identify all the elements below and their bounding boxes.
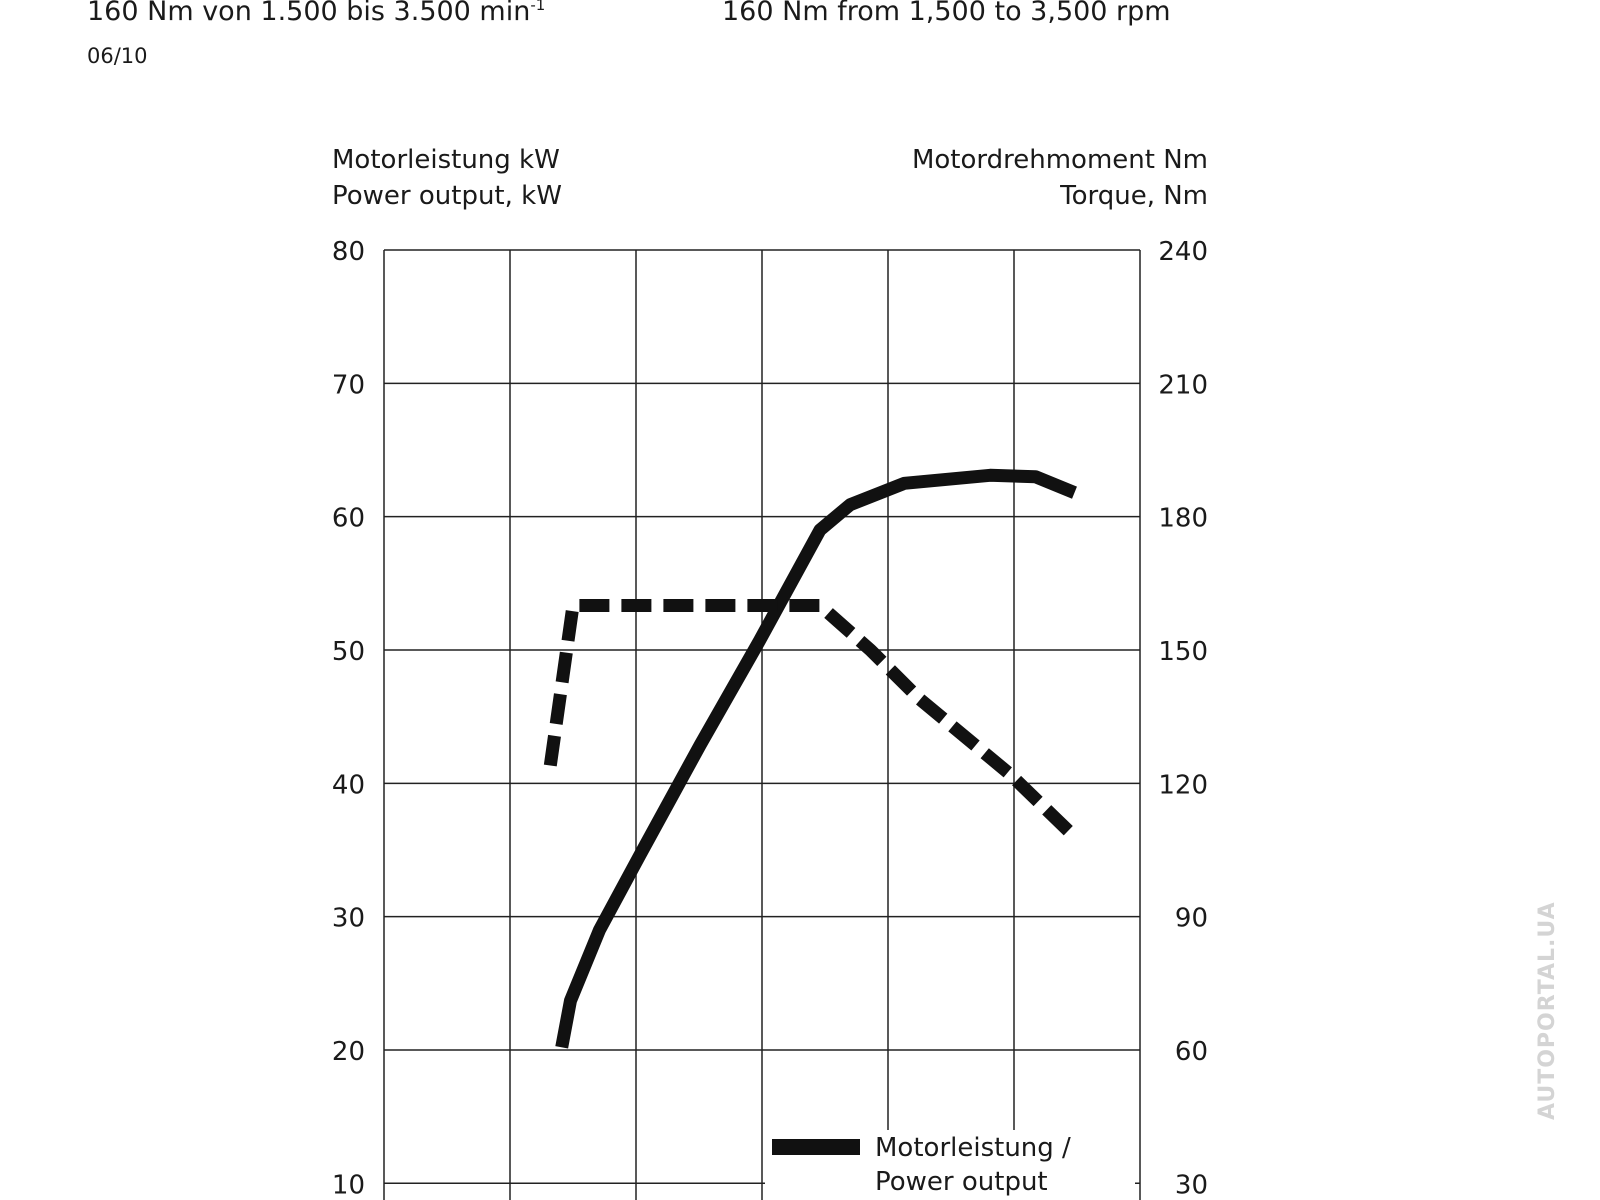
right-tick-label: 90 [1175,904,1208,934]
right-tick-label: 60 [1175,1037,1208,1067]
left-tick-label: 80 [332,237,365,267]
legend-swatch-power [772,1139,860,1155]
legend-label-power-en: Power output [875,1167,1048,1197]
left-tick-label: 60 [332,504,365,534]
right-axis-title: Motordrehmoment Nm Torque, Nm [911,145,1208,211]
torque-spec-en: 160 Nm from 1,500 to 3,500 rpm [722,0,1171,27]
left-tick-label: 50 [332,637,365,667]
legend-label-power: Motorleistung / [875,1133,1071,1163]
left-tick-label: 40 [332,770,365,800]
torque-spec-de: 160 Nm von 1.500 bis 3.500 min-1 [87,0,546,27]
right-tick-label: 150 [1158,637,1208,667]
power-line [555,468,1077,1049]
right-tick-label: 30 [1175,1170,1208,1200]
left-tick-label: 10 [332,1170,365,1200]
right-tick-label: 120 [1158,770,1208,800]
torque-line [543,599,1080,842]
date-label: 06/10 [87,44,148,68]
right-tick-label: 210 [1158,370,1208,400]
left-tick-label: 30 [332,904,365,934]
left-tick-label: 70 [332,370,365,400]
right-tick-label: 180 [1158,504,1208,534]
right-tick-label: 240 [1158,237,1208,267]
left-axis-title: Motorleistung kW Power output, kW [332,145,562,211]
left-tick-label: 20 [332,1037,365,1067]
